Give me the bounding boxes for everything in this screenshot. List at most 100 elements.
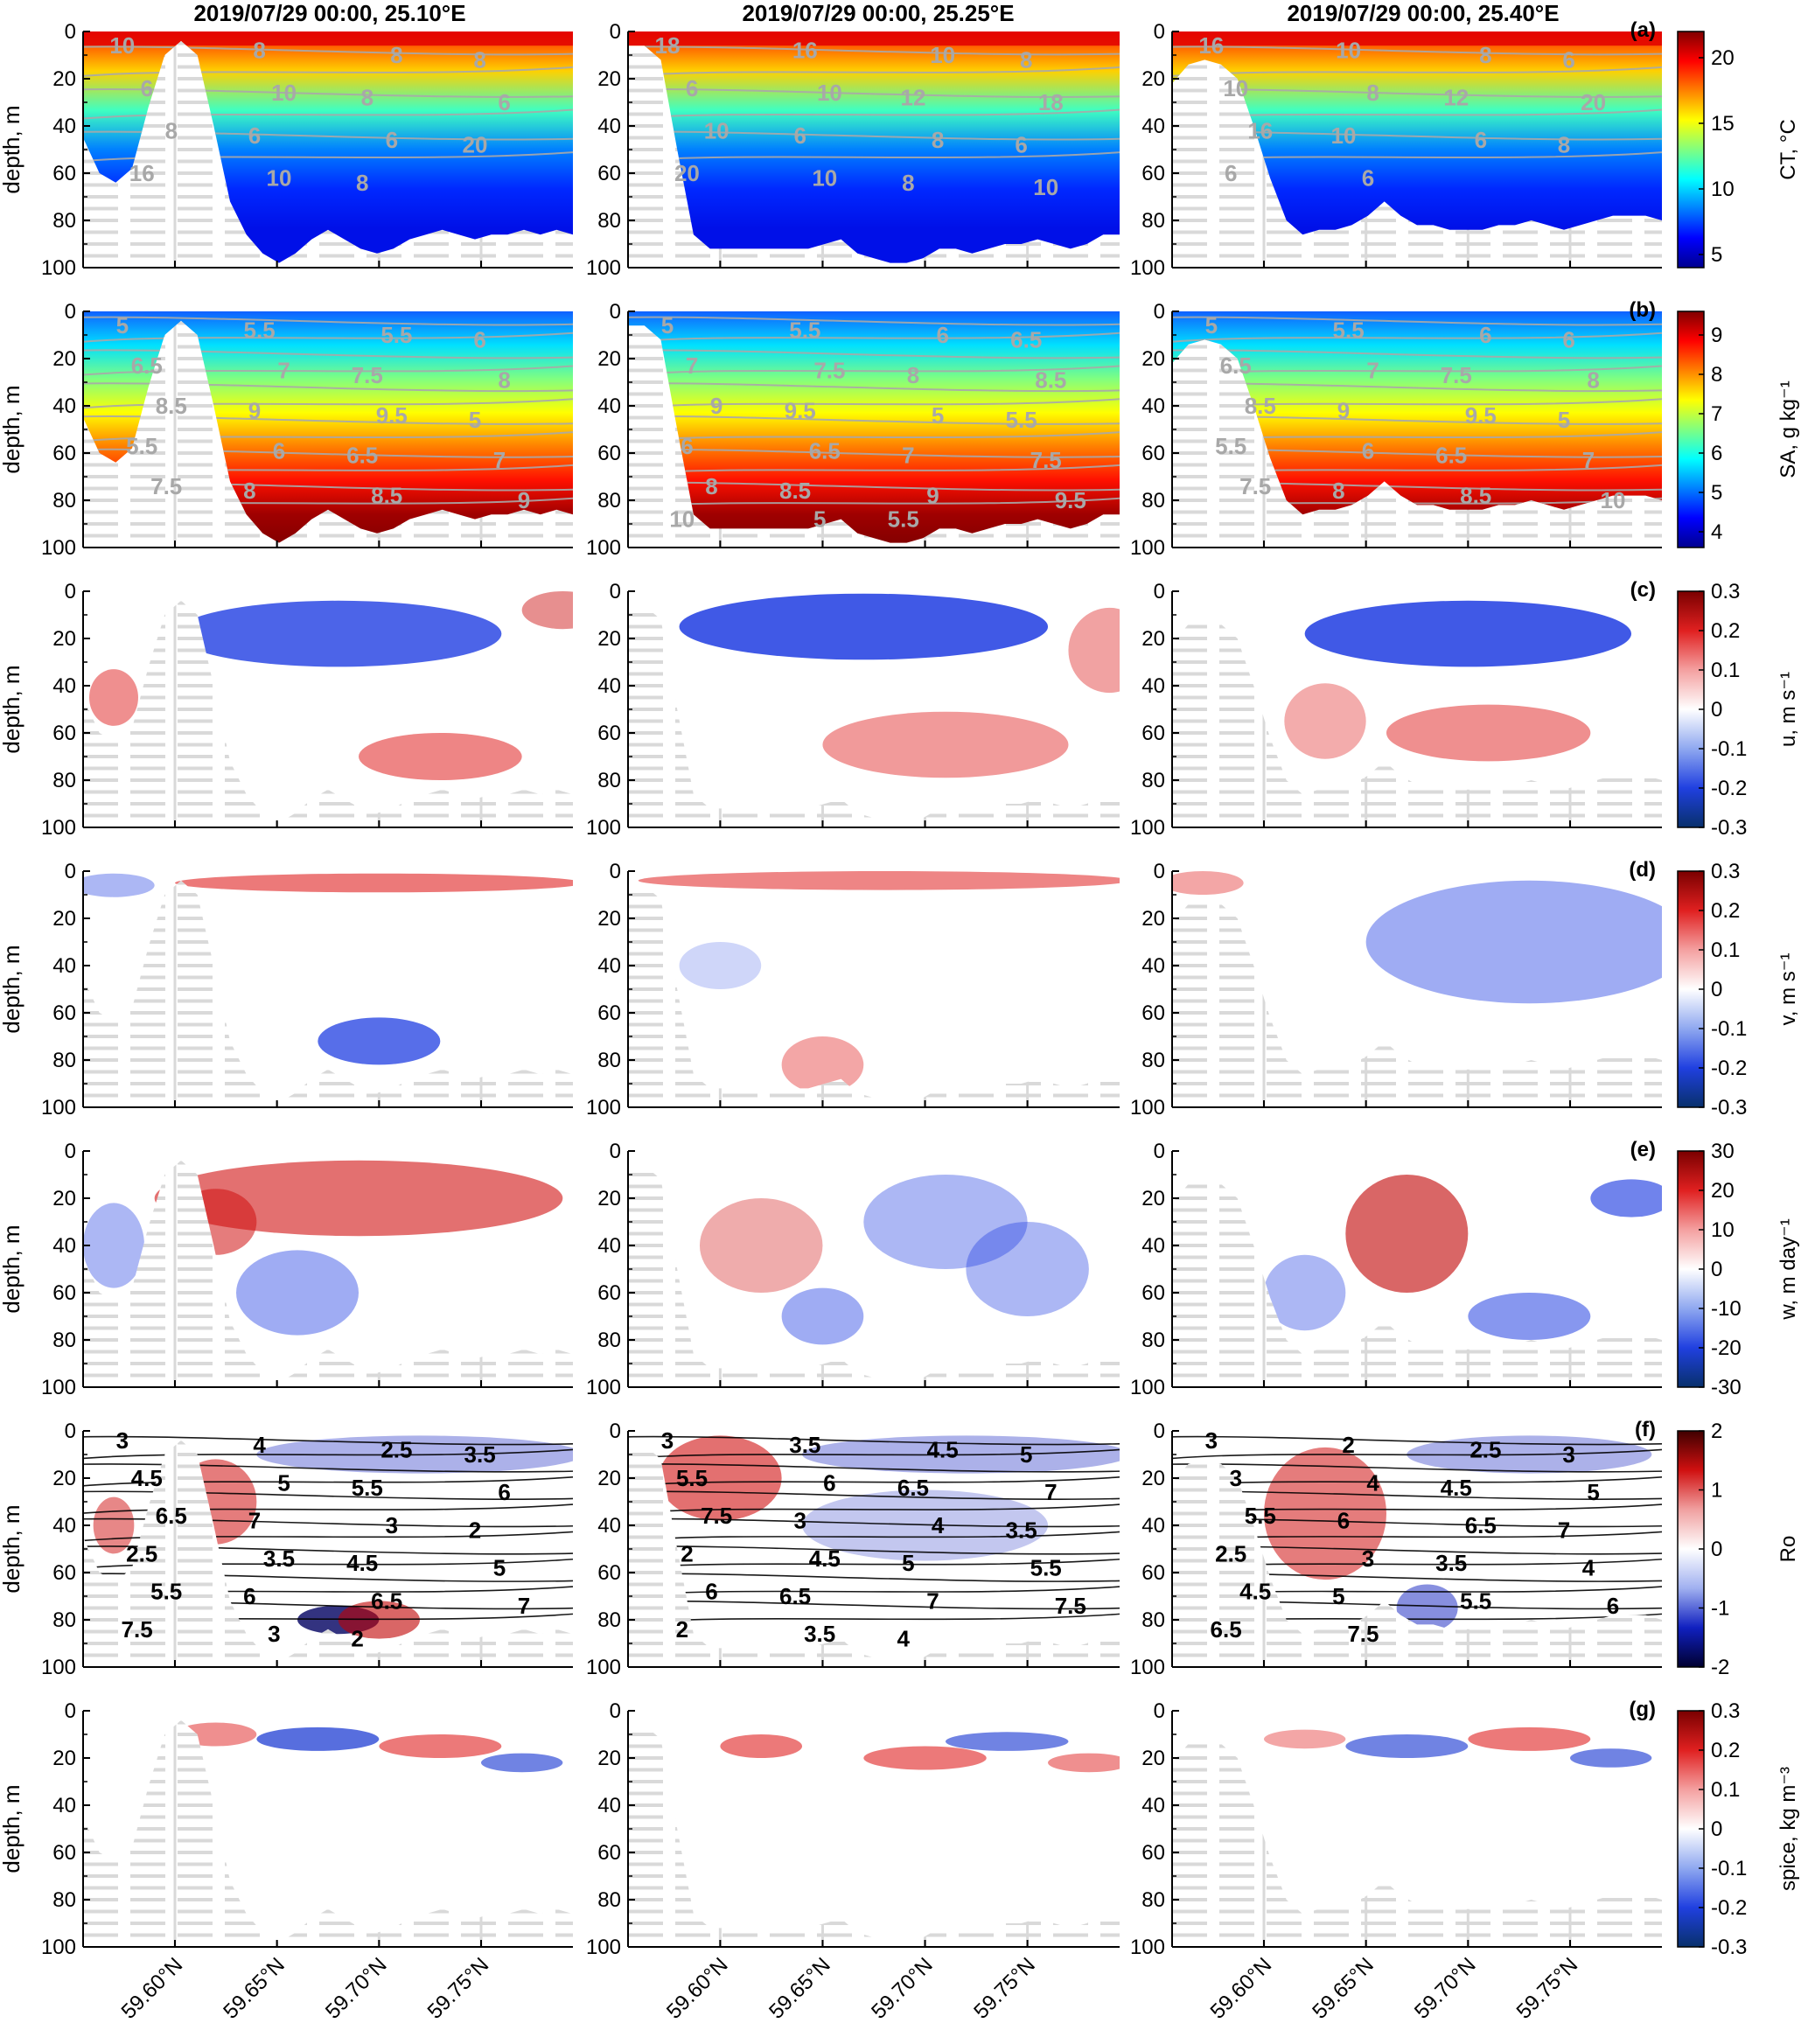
contour-label: 6	[705, 1579, 717, 1605]
contour-label: 8	[253, 38, 265, 64]
contour-label: 9	[248, 397, 261, 423]
contour-label: 6	[823, 1469, 835, 1496]
contour-label: 8	[1558, 132, 1570, 158]
y-tick-label: 60	[597, 1561, 621, 1585]
contour-label: 2.5	[126, 1540, 157, 1566]
panel-v-col1: 0 20 40 60 80 100 depth, m	[0, 860, 573, 1120]
y-axis-label: depth, m	[0, 1224, 24, 1313]
contour-label: 3.5	[1006, 1517, 1037, 1543]
contour-label: 6.5	[346, 443, 378, 469]
colorbar-tick-label: 30	[1711, 1140, 1735, 1163]
y-tick-label: 20	[52, 1187, 76, 1210]
contour-label: 6.5	[1220, 352, 1252, 379]
contour-label: 10	[267, 164, 292, 191]
field-feature	[236, 1250, 359, 1336]
contour-label: 20	[463, 132, 488, 158]
y-tick-label: 100	[1130, 536, 1165, 560]
colorbar-w: 30 20 10 0 -10 -20 -30 w, m day⁻¹	[1677, 1140, 1800, 1399]
y-tick-label: 100	[1130, 1656, 1165, 1679]
y-tick-label: 20	[52, 627, 76, 651]
contour-label: 5	[493, 1555, 506, 1581]
axes: 0 20 40 60 80 100	[586, 1699, 1120, 1959]
y-tick-label: 20	[597, 67, 621, 91]
column-title-1: 2019/07/29 00:00, 25.10°E	[193, 0, 465, 26]
contour-label: 6	[1225, 160, 1237, 186]
contour-label: 5.5	[1460, 1587, 1491, 1614]
contour-label: 7.5	[1239, 473, 1271, 499]
contour-label: 5.5	[1333, 317, 1365, 344]
contour-label: 8.5	[1245, 393, 1276, 419]
y-tick-label: 60	[52, 442, 76, 465]
y-tick-label: 60	[52, 162, 76, 185]
contour-labels: 3 3.5 4.5 5 5.5 6 6.5 7 7.5 3 4 3.5 2 4.5 5 5.5 6 6.5 7 7.5…	[661, 1427, 1086, 1652]
contour-label: 7	[248, 1508, 261, 1534]
contour-label: 3.5	[804, 1621, 835, 1647]
y-tick-label: 80	[52, 1608, 76, 1632]
colorbar-tick-label: -0.1	[1711, 1857, 1747, 1880]
column-titles: 2019/07/29 00:00, 25.10°E 2019/07/29 00:…	[193, 0, 1559, 26]
colorbar-label: CT, °C	[1777, 119, 1800, 180]
contour-lines	[83, 1435, 573, 1624]
contour-label: 8	[902, 170, 914, 196]
y-tick-label: 40	[1141, 954, 1165, 978]
field-feature	[83, 1203, 144, 1288]
contour-label: 5.5	[1245, 1503, 1276, 1529]
contour-label: 10	[271, 80, 297, 106]
contour-label: 8	[498, 366, 510, 393]
contour-label: 2	[676, 1616, 688, 1643]
contour-label: 7	[926, 1587, 939, 1614]
y-tick-label: 60	[597, 1841, 621, 1865]
contour-label: 3	[1562, 1441, 1574, 1468]
x-tick-label: 59.60°N	[662, 1953, 733, 2024]
contour-label: 4.5	[1239, 1579, 1271, 1605]
contour-label: 10	[1331, 122, 1357, 149]
colorbar-tick-label: 10	[1711, 178, 1735, 201]
contour-label: 7	[1366, 358, 1379, 384]
y-tick-label: 100	[41, 256, 76, 280]
contour-label: 6	[1479, 322, 1491, 348]
y-tick-label: 100	[1130, 1376, 1165, 1399]
contour-label: 8	[165, 117, 178, 143]
contour-labels: 5 5.5 6 6 6.5 7 7.5 8 8.5 9 9.5 5 5.5 6 6.5 7 7.5 8 8.5 10	[1205, 312, 1626, 513]
axes: 0 20 40 60 80 100 depth, m	[0, 20, 573, 280]
x-tick-label: 59.65°N	[219, 1953, 290, 2024]
contour-label: 3.5	[263, 1545, 295, 1572]
panel-v-col3: 0 20 40 60 80 100 (d)	[1130, 858, 1662, 1120]
field-feature	[256, 1727, 380, 1751]
field-feature	[699, 1198, 823, 1293]
contour-label: 5	[813, 506, 826, 533]
field-feature	[1365, 880, 1662, 1004]
y-tick-label: 20	[597, 1747, 621, 1770]
y-tick-label: 0	[610, 20, 621, 44]
y-tick-label: 40	[52, 1794, 76, 1817]
contour-label: 5.5	[1006, 407, 1037, 433]
contour-label: 7.5	[150, 473, 182, 499]
colorbar-scale	[1677, 310, 1705, 548]
axes: 0 20 40 60 80 100	[586, 300, 1120, 560]
contour-label: 2	[351, 1626, 363, 1652]
field-SA	[628, 311, 1120, 543]
y-tick-label: 100	[586, 816, 621, 840]
y-tick-label: 60	[597, 162, 621, 185]
panel-Ro-col3: 3 2 2.5 33 4 4.5 55.5 6 6.5 72.5 3 3.5 44.5 5 5.5 66.5 7…	[1130, 1418, 1662, 1679]
contour-label: 6.5	[371, 1587, 402, 1614]
contour-label: 7.5	[122, 1616, 153, 1643]
colorbar-tick-label: 0.3	[1711, 580, 1740, 603]
colorbar-tick-label: 0.3	[1711, 860, 1740, 883]
contour-label: 9	[926, 483, 939, 509]
surface-warm-layer	[1172, 31, 1662, 46]
field-feature	[822, 711, 1069, 778]
y-axis-label: depth, m	[0, 1504, 24, 1593]
contour-label: 3	[116, 1427, 129, 1454]
y-tick-label: 20	[1141, 347, 1165, 371]
axes: 0 20 40 60 80 100 depth, m	[0, 1699, 573, 1959]
contour-label: 5.5	[888, 506, 919, 533]
axes: 0 20 40 60 80 100	[586, 20, 1120, 280]
y-tick-label: 60	[52, 1281, 76, 1305]
contour-label: 10	[930, 42, 955, 68]
y-tick-label: 100	[41, 536, 76, 560]
y-tick-label: 80	[52, 1049, 76, 1072]
